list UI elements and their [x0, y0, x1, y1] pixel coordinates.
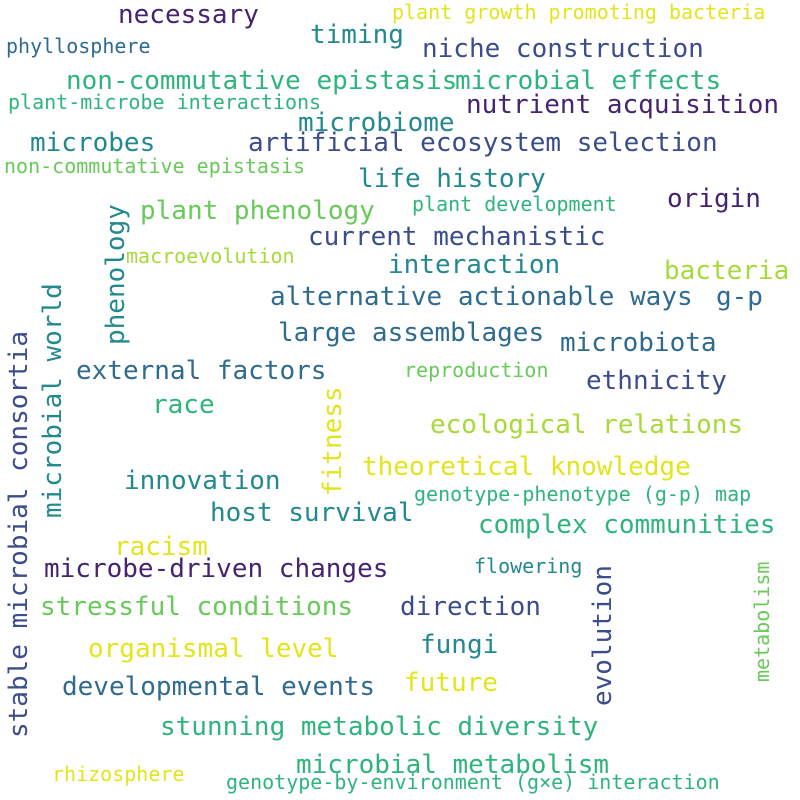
word-stressful-conditions: stressful conditions — [40, 592, 354, 622]
word-life-history: life history — [358, 164, 546, 194]
word-organismal-level: organismal level — [88, 634, 339, 664]
word-host-survival: host survival — [210, 498, 414, 528]
word-phyllosphere: phyllosphere — [6, 34, 151, 58]
word-ethnicity: ethnicity — [586, 366, 727, 396]
word-bacteria: bacteria — [664, 256, 790, 286]
word-non-commutative-epistasis-1: non-commutative epistasis — [66, 66, 458, 96]
word-macroevolution: macroevolution — [126, 244, 295, 268]
word-current-mechanistic: current mechanistic — [308, 222, 606, 252]
word-future: future — [404, 668, 498, 698]
word-reproduction: reproduction — [404, 358, 549, 382]
word-plant-development: plant development — [412, 192, 617, 216]
word-complex-communities: complex communities — [478, 510, 776, 540]
word-alternative-actionable-ways: alternative actionable ways — [270, 282, 693, 312]
word-flowering: flowering — [474, 554, 583, 578]
word-metabolism: metabolism — [750, 561, 774, 682]
word-genotype-phenotype-map: genotype-phenotype (g-p) map — [414, 482, 752, 506]
word-large-assemblages: large assemblages — [278, 318, 545, 348]
word-microbial-world: microbial world — [38, 283, 68, 518]
word-rhizosphere: rhizosphere — [52, 762, 185, 786]
word-non-commutative-epistasis-2: non-commutative epistasis — [4, 154, 306, 178]
word-race: race — [152, 390, 215, 420]
word-microbes: microbes — [30, 128, 156, 158]
word-fungi: fungi — [420, 630, 499, 660]
word-external-factors: external factors — [76, 356, 327, 386]
word-nutrient-acquisition: nutrient acquisition — [466, 90, 780, 120]
word-racism: racism — [114, 532, 208, 562]
word-origin: origin — [667, 184, 761, 214]
word-interaction: interaction — [388, 250, 561, 280]
word-microbiome: microbiome — [298, 108, 455, 138]
word-phenology: phenology — [101, 204, 131, 345]
word-microbial-effects: microbial effects — [455, 66, 722, 96]
word-niche-construction: niche construction — [422, 34, 704, 64]
word-plant-growth-promoting-bacteria: plant growth promoting bacteria — [392, 0, 766, 24]
word-timing: timing — [310, 20, 404, 50]
word-microbiota: microbiota — [560, 328, 717, 358]
word-plant-phenology: plant phenology — [140, 196, 375, 226]
word-theoretical-knowledge: theoretical knowledge — [362, 452, 691, 482]
word-genotype-by-environment-interaction: genotype-by-environment (g×e) interactio… — [226, 770, 720, 794]
word-g-p: g-p — [716, 282, 763, 312]
word-microbial-metabolism: microbial metabolism — [296, 750, 610, 780]
word-direction: direction — [400, 592, 541, 622]
word-fitness: fitness — [318, 386, 348, 496]
word-necessary: necessary — [118, 0, 259, 30]
word-plant-microbe-interactions: plant-microbe interactions — [8, 90, 322, 114]
word-evolution: evolution — [588, 565, 618, 706]
word-innovation: innovation — [124, 466, 281, 496]
word-artificial-ecosystem-selection: artificial ecosystem selection — [248, 128, 718, 158]
word-stable-microbial-consortia: stable microbial consortia — [4, 331, 34, 738]
word-developmental-events: developmental events — [62, 672, 376, 702]
word-microbe-driven-changes: microbe-driven changes — [44, 554, 389, 584]
word-stunning-metabolic-diversity: stunning metabolic diversity — [160, 712, 599, 742]
word-ecological-relations: ecological relations — [430, 410, 744, 440]
